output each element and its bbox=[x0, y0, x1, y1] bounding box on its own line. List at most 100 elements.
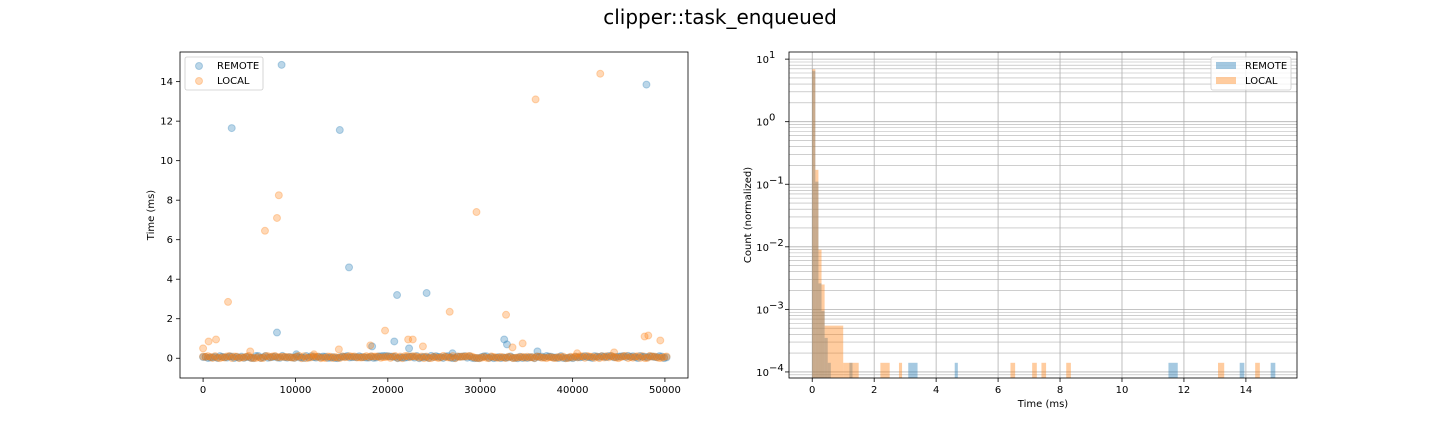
scatter-point-remote-baseline bbox=[331, 354, 340, 363]
scatter-point-local-baseline bbox=[424, 353, 433, 362]
scatter-point-remote bbox=[345, 263, 354, 272]
scatter-point-remote-baseline bbox=[657, 352, 666, 361]
histogram-y-tick-exponent: −4 bbox=[769, 363, 784, 374]
scatter-point-remote bbox=[500, 335, 509, 344]
scatter-point-local bbox=[212, 335, 221, 344]
scatter-point-local-baseline bbox=[525, 353, 534, 362]
scatter-point-remote-baseline bbox=[239, 353, 248, 362]
scatter-point-local-baseline bbox=[398, 354, 407, 363]
scatter-point-remote-baseline bbox=[242, 352, 251, 361]
scatter-point-remote-baseline bbox=[468, 353, 477, 362]
scatter-point-remote-baseline bbox=[369, 353, 378, 362]
scatter-point-local-baseline bbox=[403, 352, 412, 360]
scatter-point-remote-baseline bbox=[662, 353, 671, 362]
scatter-point-local-baseline bbox=[578, 352, 587, 361]
scatter-point-local-baseline bbox=[323, 352, 332, 361]
scatter-point-remote-baseline bbox=[643, 353, 652, 362]
histogram-legend-remote: REMOTE bbox=[1245, 61, 1287, 72]
scatter-point-local-baseline bbox=[604, 353, 613, 362]
scatter-point-remote-baseline bbox=[523, 353, 532, 362]
scatter-point-remote-baseline bbox=[311, 353, 320, 362]
scatter-point-local-baseline bbox=[456, 352, 465, 361]
scatter-point-remote-baseline bbox=[446, 353, 455, 362]
scatter-point-remote-baseline bbox=[321, 352, 330, 361]
scatter-point-local-baseline bbox=[299, 352, 308, 361]
histogram-bar-local bbox=[1041, 362, 1047, 378]
scatter-point-local-baseline bbox=[600, 353, 609, 362]
scatter-point-remote-baseline bbox=[384, 352, 392, 361]
scatter-point-remote-baseline bbox=[381, 352, 390, 361]
scatter-point-local-baseline bbox=[215, 354, 224, 363]
scatter-y-tick-label: 2 bbox=[167, 314, 173, 325]
scatter-point-local-baseline bbox=[223, 352, 232, 361]
scatter-point-local-baseline bbox=[319, 353, 328, 362]
scatter-point-remote-baseline bbox=[434, 352, 443, 361]
scatter-point-remote-baseline bbox=[460, 352, 469, 361]
scatter-point-remote-baseline bbox=[480, 352, 489, 361]
scatter-point-local-baseline bbox=[280, 352, 289, 361]
scatter-point-local-baseline bbox=[636, 353, 645, 362]
scatter-point-local bbox=[224, 297, 233, 306]
scatter-point-remote bbox=[277, 60, 286, 69]
histogram-bar-local bbox=[1255, 362, 1260, 378]
scatter-point-remote-baseline bbox=[542, 352, 551, 361]
scatter-point-remote-baseline bbox=[410, 353, 419, 362]
scatter-point-remote-baseline bbox=[592, 352, 601, 361]
scatter-point-remote-baseline bbox=[227, 352, 236, 361]
scatter-point-local-baseline bbox=[429, 352, 438, 361]
histogram-x-ticks: 0 2 4 6 8 10 12 14 bbox=[809, 378, 1252, 396]
scatter-point-remote bbox=[292, 350, 301, 359]
scatter-point-remote-baseline bbox=[259, 353, 268, 362]
histogram-bar-remote bbox=[849, 362, 853, 378]
scatter-point-local-baseline bbox=[314, 352, 323, 361]
scatter-point-remote-baseline bbox=[472, 354, 481, 363]
scatter-point-remote-baseline bbox=[496, 354, 505, 363]
scatter-point-local-baseline bbox=[609, 352, 618, 361]
scatter-point-remote-baseline bbox=[619, 352, 628, 361]
scatter-point-local-baseline bbox=[501, 353, 510, 362]
scatter-point-local-baseline bbox=[532, 352, 541, 361]
histogram-bar-local bbox=[1218, 362, 1225, 378]
scatter-point-local-baseline bbox=[400, 352, 409, 361]
scatter-point-local-baseline bbox=[652, 353, 661, 362]
scatter-point-local-baseline bbox=[295, 351, 304, 360]
scatter-point-remote-baseline bbox=[660, 354, 669, 363]
scatter-point-remote-baseline bbox=[350, 353, 359, 362]
scatter-point-remote-baseline bbox=[518, 354, 527, 363]
scatter-point-local bbox=[610, 348, 619, 357]
scatter-point-local-baseline bbox=[614, 354, 623, 363]
scatter-point-remote-baseline bbox=[633, 354, 642, 363]
scatter-point-local-baseline bbox=[432, 353, 441, 362]
scatter-point-local-baseline bbox=[420, 354, 429, 363]
histogram-bar-remote bbox=[818, 283, 822, 378]
scatter-point-local bbox=[199, 344, 208, 353]
scatter-point-local-baseline bbox=[453, 352, 462, 361]
scatter-point-local-baseline bbox=[386, 353, 395, 362]
scatter-point-local-baseline bbox=[520, 353, 529, 362]
scatter-point-remote-baseline bbox=[355, 352, 364, 361]
scatter-point-local-baseline bbox=[487, 352, 496, 361]
histogram-bar-remote bbox=[1239, 362, 1245, 378]
scatter-point-remote-baseline bbox=[585, 353, 594, 362]
scatter-x-tick-label: 10000 bbox=[280, 385, 312, 396]
scatter-point-local-baseline bbox=[355, 353, 364, 362]
scatter-point-remote-baseline bbox=[372, 353, 380, 362]
scatter-point-remote-baseline bbox=[590, 352, 599, 361]
histogram-bar-local bbox=[815, 169, 819, 378]
scatter-point-local bbox=[502, 310, 511, 319]
scatter-x-tick-label: 20000 bbox=[372, 385, 404, 396]
scatter-point-remote-baseline bbox=[432, 352, 441, 361]
histogram-y-tick-label: 10 bbox=[756, 180, 769, 191]
histogram-x-tick-label: 4 bbox=[933, 385, 939, 396]
scatter-point-local-baseline bbox=[261, 352, 270, 361]
scatter-point-local-baseline bbox=[364, 353, 373, 362]
scatter-point-remote-baseline bbox=[263, 353, 272, 362]
histogram-bar-local bbox=[821, 284, 825, 378]
histogram-bar-local bbox=[812, 69, 816, 379]
scatter-point-local-baseline bbox=[271, 352, 280, 361]
scatter-point-remote-baseline bbox=[230, 354, 239, 363]
scatter-point-local-baseline bbox=[648, 352, 657, 361]
scatter-point-remote bbox=[502, 340, 511, 349]
scatter-point-local-baseline bbox=[556, 353, 565, 362]
scatter-point-local-baseline bbox=[359, 353, 368, 362]
